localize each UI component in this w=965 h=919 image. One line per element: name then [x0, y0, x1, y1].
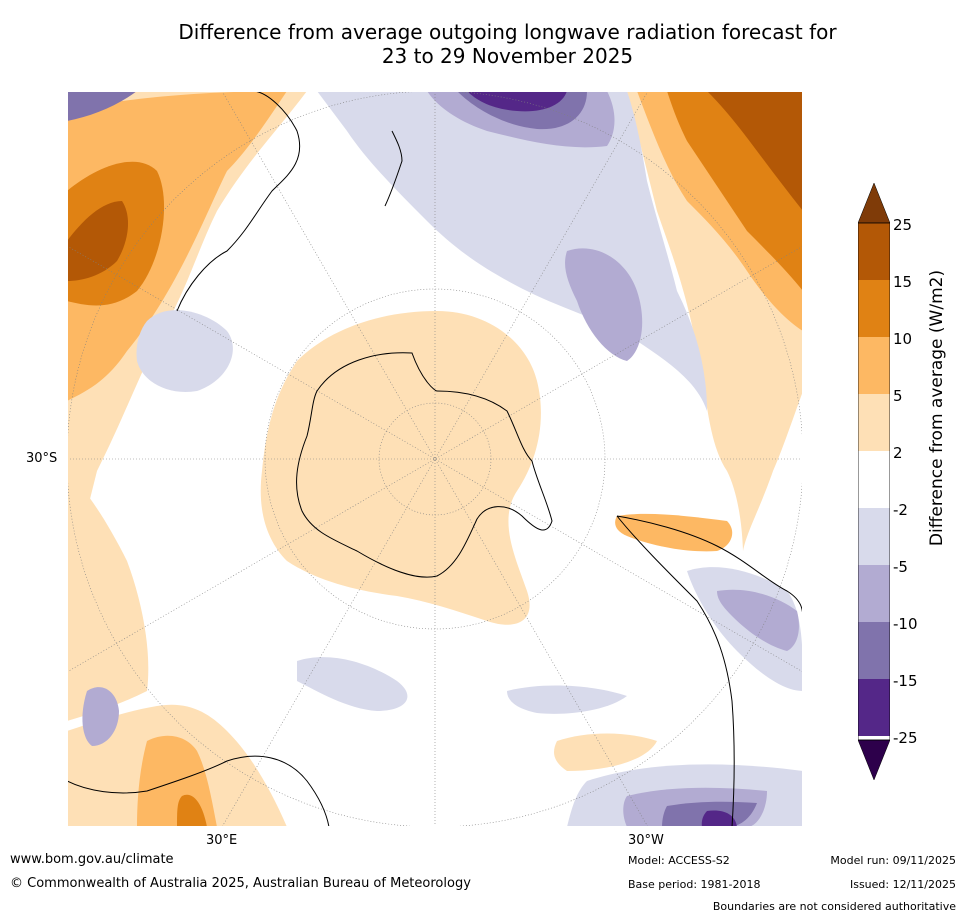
- anomaly-warm-lower-left-10: [177, 794, 207, 827]
- coast-new-zealand: [384, 130, 403, 207]
- lat-label-30s: 30°S: [26, 451, 58, 466]
- colorbar-svg: [857, 182, 891, 781]
- anomaly-warm-antarctica-ring: [260, 311, 541, 625]
- colorbar-tick-m25: -25: [893, 729, 918, 747]
- colorbar-band-10-15: [858, 280, 890, 337]
- colorbar-tick-15: 15: [893, 273, 913, 291]
- colorbar-band-m10-m15: [858, 622, 890, 679]
- colorbar-band-neutral: [858, 451, 890, 508]
- colorbar-band-5-10: [858, 337, 890, 394]
- lon-label-30w: 30°W: [628, 833, 664, 848]
- title-line-1: Difference from average outgoing longwav…: [178, 20, 837, 44]
- colorbar-band-2-5: [858, 394, 890, 451]
- anomaly-warm-upper-right-15: [707, 91, 803, 211]
- anomaly-cool-blob-right: [565, 248, 643, 361]
- polar-map-svg: [67, 91, 803, 827]
- colorbar: [857, 182, 891, 783]
- coast-africa: [67, 755, 330, 827]
- colorbar-tick-m2: -2: [893, 501, 908, 519]
- colorbar-tick-m10: -10: [893, 615, 918, 633]
- anomaly-cool-lower-mid: [507, 685, 627, 714]
- anomaly-cool-left-patch: [136, 310, 233, 392]
- footer-model-run: Model run: 09/11/2025: [830, 854, 956, 867]
- colorbar-label: Difference from average (W/m2): [927, 269, 947, 547]
- anomaly-cool-top-left: [67, 91, 137, 121]
- anomaly-warm-left-band: [67, 471, 149, 721]
- polar-map: [67, 91, 803, 827]
- anomaly-warm-upper-left-15: [67, 201, 129, 281]
- anomaly-cool-lower-right-15: [701, 810, 737, 827]
- footer-base-period: Base period: 1981-2018: [628, 878, 761, 891]
- anomaly-cool-upper-center-15: [467, 91, 567, 112]
- anomaly-cool-lower-left-blob: [82, 687, 119, 746]
- footer-issued: Issued: 12/11/2025: [849, 878, 956, 891]
- colorbar-band-m2-m5: [858, 508, 890, 565]
- footer-model: Model: ACCESS-S2: [628, 854, 730, 867]
- colorbar-tick-m15: -15: [893, 672, 918, 690]
- colorbar-tick-5: 5: [893, 387, 903, 405]
- colorbar-tick-2: 2: [893, 444, 903, 462]
- footer-copyright: © Commonwealth of Australia 2025, Austra…: [10, 876, 471, 891]
- colorbar-over-triangle: [857, 182, 891, 224]
- colorbar-band-m5-m10: [858, 565, 890, 622]
- coast-australia: [176, 91, 301, 312]
- colorbar-tick-10: 10: [893, 330, 913, 348]
- colorbar-band-15-25: [858, 223, 890, 280]
- coast-antarctica: [296, 352, 553, 578]
- anomaly-cool-upper-center: [317, 91, 707, 411]
- colorbar-tick-m5: -5: [893, 558, 908, 576]
- anomaly-warm-lower-right: [554, 733, 657, 771]
- coastlines: [67, 91, 803, 827]
- anomaly-cool-right-south-america-5: [717, 589, 799, 651]
- lon-label-30e: 30°E: [206, 833, 238, 848]
- footer-disclaimer: Boundaries are not considered authoritat…: [712, 900, 956, 913]
- map-frame: [67, 91, 803, 827]
- coast-south-america: [616, 515, 803, 827]
- title-line-2: 23 to 29 November 2025: [381, 44, 634, 68]
- anomaly-warm-south-america-tip: [615, 513, 733, 552]
- map-title: Difference from average outgoing longwav…: [60, 20, 955, 68]
- colorbar-under-triangle: [857, 739, 891, 781]
- anomaly-cool-lower-center: [297, 657, 408, 711]
- colorbar-band-m15-m25: [858, 679, 890, 736]
- footer-website[interactable]: www.bom.gov.au/climate: [10, 852, 174, 867]
- colorbar-tick-25: 25: [893, 216, 913, 234]
- graticule: [67, 91, 803, 827]
